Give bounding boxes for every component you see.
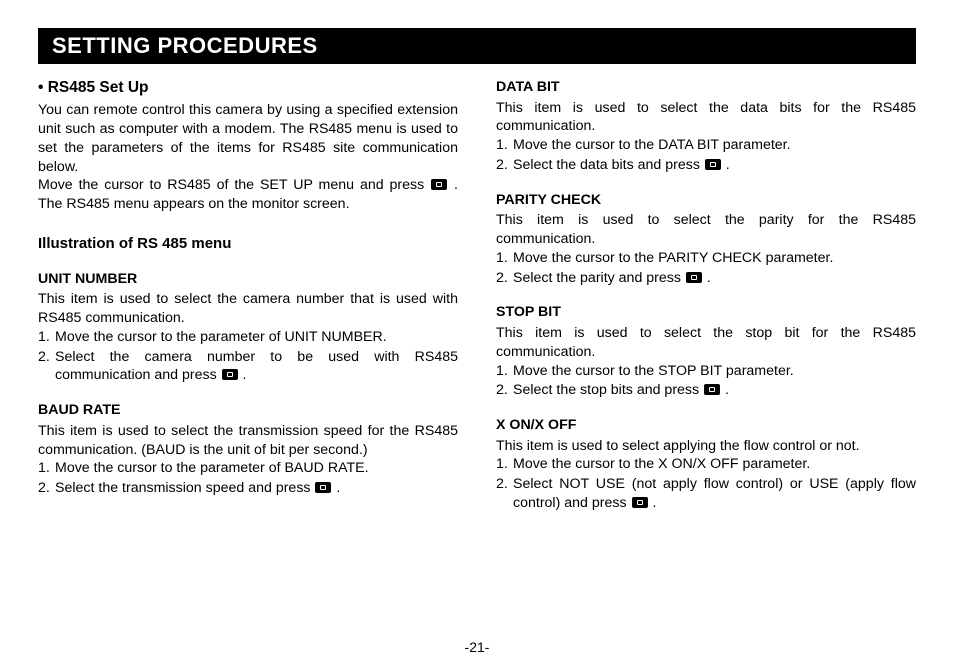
baud-steps: 1.Move the cursor to the parameter of BA…	[38, 459, 458, 497]
heading-illustration: Illustration of RS 485 menu	[38, 234, 458, 254]
camera-button-icon	[704, 384, 720, 395]
heading-data-bit: DATA BIT	[496, 78, 916, 97]
xon-body: This item is used to select applying the…	[496, 437, 916, 456]
baud-step1-text: Move the cursor to the parameter of BAUD…	[55, 460, 369, 476]
parity-step-2: 2.Select the parity and press .	[513, 269, 916, 288]
baud-step2-b: .	[332, 480, 340, 496]
unit-steps: 1.Move the cursor to the parameter of UN…	[38, 328, 458, 385]
stop-step-1: 1.Move the cursor to the STOP BIT parame…	[513, 362, 916, 381]
two-column-layout: • RS485 Set Up You can remote control th…	[38, 78, 916, 514]
stop-body: This item is used to select the stop bit…	[496, 324, 916, 361]
stop-step2-a: Select the stop bits and press	[513, 382, 703, 398]
parity-step2-b: .	[703, 270, 711, 286]
heading-unit-number: UNIT NUMBER	[38, 270, 458, 289]
camera-button-icon	[705, 159, 721, 170]
databit-body: This item is used to select the data bit…	[496, 99, 916, 136]
unit-body: This item is used to select the camera n…	[38, 290, 458, 327]
page-number: -21-	[0, 639, 954, 655]
parity-step1-text: Move the cursor to the PARITY CHECK para…	[513, 250, 833, 266]
databit-step1-text: Move the cursor to the DATA BIT paramete…	[513, 137, 791, 153]
xon-step1-text: Move the cursor to the X ON/X OFF parame…	[513, 456, 810, 472]
camera-button-icon	[315, 482, 331, 493]
camera-button-icon	[222, 369, 238, 380]
parity-step2-a: Select the parity and press	[513, 270, 685, 286]
heading-baud-rate: BAUD RATE	[38, 401, 458, 420]
stop-step2-b: .	[721, 382, 729, 398]
camera-button-icon	[431, 179, 447, 190]
databit-step-2: 2.Select the data bits and press .	[513, 156, 916, 175]
parity-steps: 1.Move the cursor to the PARITY CHECK pa…	[496, 249, 916, 287]
unit-step-1: 1.Move the cursor to the parameter of UN…	[55, 328, 458, 347]
databit-step-1: 1.Move the cursor to the DATA BIT parame…	[513, 136, 916, 155]
unit-step2-b: .	[239, 367, 247, 383]
heading-parity-check: PARITY CHECK	[496, 191, 916, 210]
heading-xon-xoff: X ON/X OFF	[496, 416, 916, 435]
baud-step-1: 1.Move the cursor to the parameter of BA…	[55, 459, 458, 478]
parity-step-1: 1.Move the cursor to the PARITY CHECK pa…	[513, 249, 916, 268]
xon-steps: 1.Move the cursor to the X ON/X OFF para…	[496, 455, 916, 512]
databit-steps: 1.Move the cursor to the DATA BIT parame…	[496, 136, 916, 174]
intro-paragraph-1: You can remote control this camera by us…	[38, 101, 458, 176]
xon-step-2: 2.Select NOT USE (not apply flow control…	[513, 475, 916, 512]
baud-body: This item is used to select the transmis…	[38, 422, 458, 459]
heading-rs485-setup: • RS485 Set Up	[38, 78, 458, 98]
xon-step-1: 1.Move the cursor to the X ON/X OFF para…	[513, 455, 916, 474]
xon-step2-b: .	[649, 495, 657, 511]
xon-step2-a: Select NOT USE (not apply flow control) …	[513, 476, 916, 511]
intro-paragraph-2: Move the cursor to RS485 of the SET UP m…	[38, 176, 458, 213]
stop-step-2: 2.Select the stop bits and press .	[513, 381, 916, 400]
right-column: DATA BIT This item is used to select the…	[496, 78, 916, 514]
stop-step1-text: Move the cursor to the STOP BIT paramete…	[513, 363, 794, 379]
databit-step2-b: .	[722, 157, 730, 173]
stop-steps: 1.Move the cursor to the STOP BIT parame…	[496, 362, 916, 400]
databit-step2-a: Select the data bits and press	[513, 157, 704, 173]
baud-step-2: 2.Select the transmission speed and pres…	[55, 479, 458, 498]
heading-stop-bit: STOP BIT	[496, 303, 916, 322]
unit-step1-text: Move the cursor to the parameter of UNIT…	[55, 329, 387, 345]
parity-body: This item is used to select the parity f…	[496, 211, 916, 248]
unit-step-2: 2.Select the camera number to be used wi…	[55, 348, 458, 385]
camera-button-icon	[632, 497, 648, 508]
left-column: • RS485 Set Up You can remote control th…	[38, 78, 458, 514]
intro2-a: Move the cursor to RS485 of the SET UP m…	[38, 177, 430, 193]
section-banner: SETTING PROCEDURES	[38, 28, 916, 64]
camera-button-icon	[686, 272, 702, 283]
baud-step2-a: Select the transmission speed and press	[55, 480, 314, 496]
unit-step2-a: Select the camera number to be used with…	[55, 349, 458, 384]
